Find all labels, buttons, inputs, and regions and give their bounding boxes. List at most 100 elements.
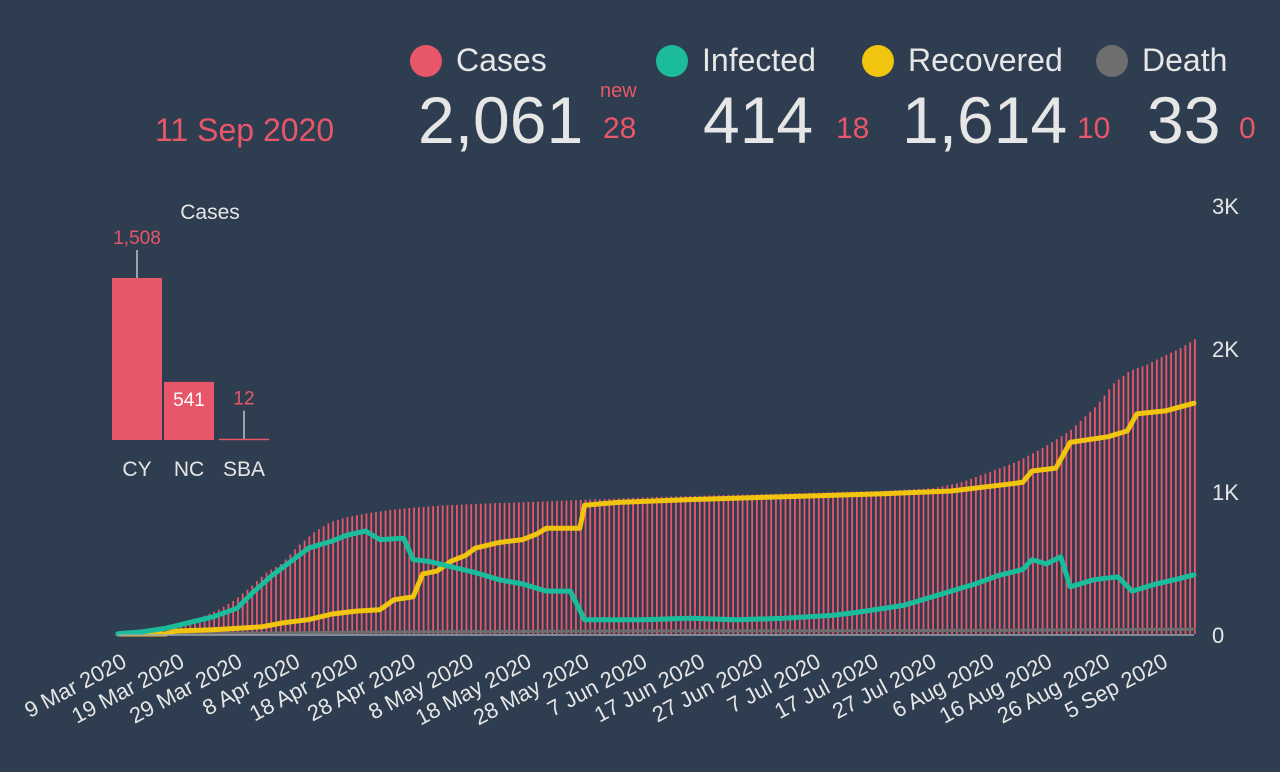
death-line: [116, 627, 1196, 636]
legend-recovered-label: Recovered: [908, 42, 1063, 78]
cases-bar: [227, 603, 230, 634]
cases-bar: [675, 496, 677, 634]
cases-bar: [1065, 433, 1068, 634]
cases-bar: [398, 508, 401, 634]
cases-bar: [875, 491, 877, 634]
cases-bar: [1089, 411, 1092, 634]
cases-bar: [1184, 345, 1187, 634]
cases-bar: [294, 549, 296, 634]
cases-bar: [232, 601, 235, 634]
cases-bar: [556, 500, 558, 634]
cases-bar: [570, 500, 573, 634]
cases-bar: [484, 503, 487, 634]
cases-bar: [565, 500, 568, 634]
cases-bar: [998, 468, 1001, 634]
cases-bar: [1074, 425, 1077, 634]
cases-bar: [808, 492, 811, 634]
cases-bar: [279, 564, 282, 634]
report-date: 11 Sep 2020: [155, 112, 335, 148]
cases-bar: [356, 515, 358, 634]
cases-bar: [1079, 420, 1082, 634]
cases-bar: [298, 544, 301, 634]
cases-bar: [760, 494, 763, 634]
cases-bar: [1117, 379, 1120, 634]
cases-bar: [1165, 354, 1168, 634]
cases-bar: [1103, 395, 1106, 634]
cases-bar: [1098, 401, 1101, 634]
cases-bar: [594, 499, 596, 634]
cases-bar: [1170, 352, 1172, 634]
infected-legend-dot: [656, 44, 688, 77]
cases-bar: [613, 498, 615, 634]
region-category-label: CY: [122, 458, 151, 481]
cases-bar: [479, 503, 482, 634]
legend-recovered[interactable]: Recovered: [862, 42, 1063, 79]
cases-bar: [189, 621, 192, 634]
cases-bar: [198, 617, 201, 634]
cases-bar: [275, 566, 277, 634]
legend-infected[interactable]: Infected: [656, 42, 816, 79]
region-bar-sba: [219, 438, 269, 441]
cases-bar: [532, 501, 535, 634]
legend-cases[interactable]: Cases: [410, 42, 547, 79]
cases-bar: [475, 503, 477, 634]
cases-bar: [979, 475, 982, 634]
cases-bar: [1189, 342, 1192, 634]
cases-bar: [246, 589, 249, 634]
cases-bar: [327, 523, 330, 634]
cases-bar: [913, 489, 915, 634]
cases-bar: [1179, 348, 1182, 634]
cases-bar: [789, 493, 792, 634]
cases-bar: [665, 496, 668, 634]
cases-bar: [1032, 453, 1034, 634]
y-tick-label: 0: [1212, 623, 1224, 648]
cases-bar: [860, 491, 863, 634]
cases-bar: [265, 572, 268, 634]
cases-bar: [717, 495, 720, 634]
cases-bar: [237, 597, 239, 634]
cases-bar: [379, 511, 382, 634]
region-bar-value: 12: [233, 389, 254, 410]
cases-legend-dot: [410, 44, 442, 77]
legend-death[interactable]: Death: [1096, 42, 1227, 79]
region-chart-title: Cases: [180, 201, 240, 224]
y-tick-label: 1K: [1212, 480, 1239, 505]
cases-bar: [1070, 429, 1073, 634]
cases-bar: [337, 519, 339, 634]
cases-bar: [836, 492, 839, 634]
cases-bar: [841, 491, 844, 634]
cases-bar: [360, 514, 363, 634]
cases-bar: [889, 490, 892, 634]
cases-bar: [598, 499, 601, 634]
y-tick-label: 2K: [1212, 337, 1239, 362]
cases-bar: [551, 501, 554, 634]
cases-bar: [746, 494, 749, 634]
cases-bar: [536, 501, 539, 634]
cases-bar: [651, 497, 654, 634]
cases-bar: [855, 491, 858, 634]
cases-bar: [527, 502, 530, 634]
cases-bar: [908, 489, 911, 634]
cases-bar: [341, 518, 344, 634]
cases-bar: [322, 526, 325, 634]
cases-bar: [955, 483, 958, 634]
cases-bar: [313, 532, 315, 634]
cases-bar: [270, 569, 273, 634]
y-axis-ticks: 0 1K 2K 3K: [1212, 194, 1239, 648]
cases-bar: [203, 615, 206, 634]
cases-bar: [346, 516, 349, 634]
cases-bar: [813, 492, 815, 634]
cases-bar: [656, 496, 658, 634]
cases-bar: [794, 493, 796, 634]
cases-bar: [365, 513, 368, 634]
cases-bar: [694, 495, 696, 634]
cases-bar: [846, 491, 849, 634]
cases-bar: [1060, 436, 1063, 634]
infected-line: [115, 528, 1197, 637]
cases-bar: [1194, 339, 1196, 634]
legend-cases-label: Cases: [456, 42, 547, 78]
cases-bar: [1008, 464, 1011, 634]
cases-bar: [241, 593, 244, 634]
cases-bar: [865, 491, 868, 634]
